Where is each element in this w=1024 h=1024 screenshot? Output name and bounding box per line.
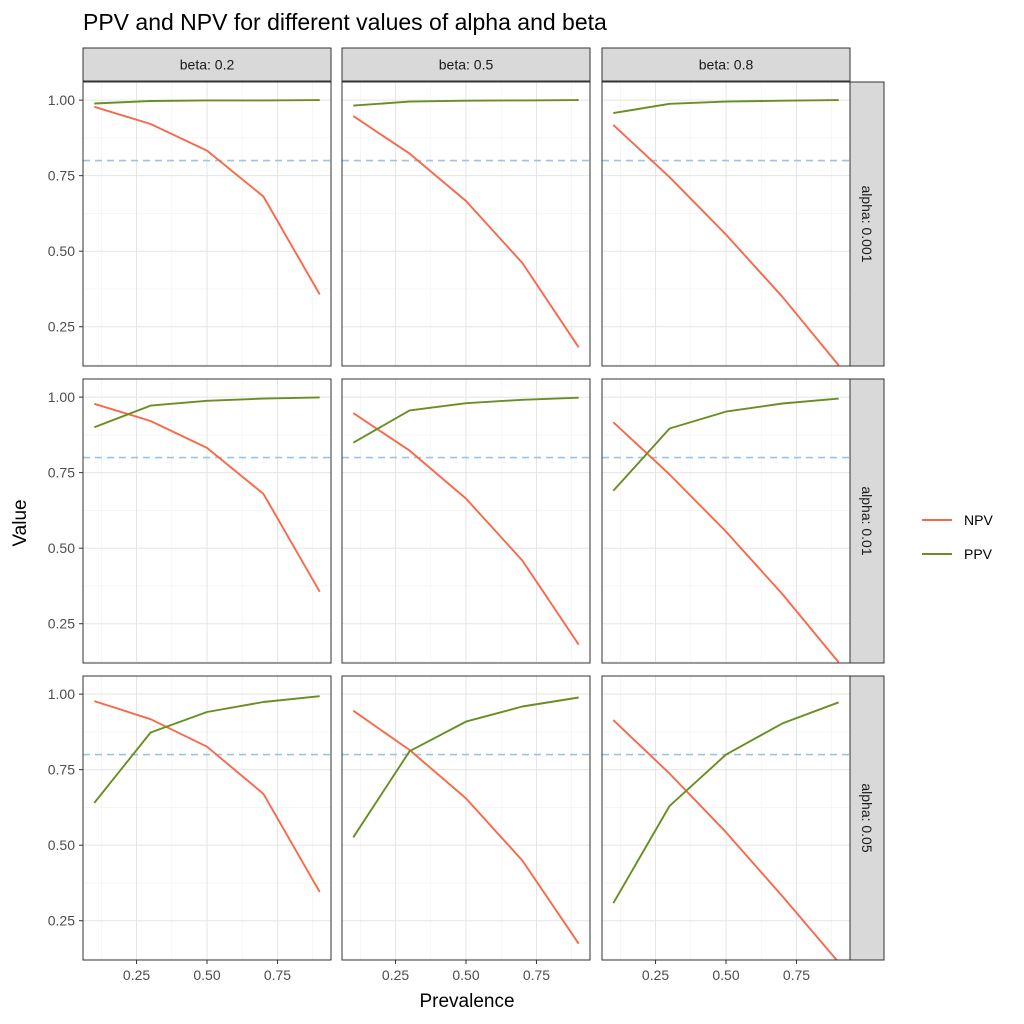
row-strip-label: alpha: 0.05 — [859, 783, 875, 852]
series-line-npv — [94, 700, 321, 893]
y-tick-label: 0.25 — [48, 616, 75, 632]
series-line-ppv — [612, 397, 839, 492]
x-axis-title: Prevalence — [419, 991, 514, 1012]
series-line-ppv — [353, 99, 579, 107]
y-tick-label: 1.00 — [48, 92, 75, 108]
series-line-ppv — [612, 701, 840, 904]
y-tick-label: 0.75 — [48, 465, 75, 481]
col-strip-label: beta: 0.2 — [180, 57, 235, 73]
series-line-ppv — [94, 99, 320, 105]
col-strip-label: beta: 0.8 — [699, 57, 754, 73]
panel-border — [82, 81, 332, 367]
x-tick-label: 0.25 — [123, 967, 150, 983]
legend-label-ppv: PPV — [964, 546, 993, 562]
legend-label-npv: NPV — [964, 512, 993, 528]
series-line-ppv — [613, 99, 839, 115]
x-tick-label: 0.25 — [642, 967, 669, 983]
series-line-ppv — [352, 696, 579, 838]
y-tick-label: 1.00 — [48, 389, 75, 405]
x-tick-label: 0.75 — [264, 967, 291, 983]
row-strip — [849, 378, 885, 664]
x-tick-label: 0.75 — [523, 967, 550, 983]
y-tick-label: 0.75 — [48, 762, 75, 778]
y-tick-label: 0.50 — [48, 243, 75, 259]
x-tick-label: 0.50 — [712, 967, 739, 983]
x-tick-label: 0.50 — [193, 967, 220, 983]
series-line-ppv — [93, 396, 320, 429]
col-strip-label: beta: 0.5 — [439, 57, 494, 73]
y-tick-label: 0.75 — [48, 168, 75, 184]
y-axis-title: Value — [10, 499, 31, 546]
series-line-npv — [612, 719, 838, 960]
y-tick-label: 0.25 — [48, 319, 75, 335]
facet-panel: 0.25 0.50 0.75 1.00 — [48, 378, 332, 664]
facet-panel: 0.25 0.50 0.75 — [601, 675, 851, 983]
facet-panels: beta: 0.2 beta: 0.5 beta: 0.8 alpha: 0.001 a… — [48, 47, 885, 983]
facet-panel: 0.25 0.50 0.75 — [341, 675, 591, 983]
facet-panel: 0.25 0.50 0.75 1.00 0.25 0.50 0.75 — [48, 675, 332, 983]
col-strip — [82, 47, 332, 82]
series-line-ppv — [352, 396, 579, 444]
y-tick-label: 0.25 — [48, 913, 75, 929]
y-tick-label: 1.00 — [48, 686, 75, 702]
facet-panel — [341, 378, 591, 664]
series-line-npv — [94, 105, 321, 295]
series-line-npv — [94, 402, 321, 593]
facet-panel: 0.25 0.50 0.75 1.00 — [48, 81, 332, 367]
panel-border — [601, 378, 851, 664]
row-strip-label: alpha: 0.01 — [859, 486, 875, 555]
panel-border — [341, 378, 591, 664]
series-line-npv — [352, 412, 580, 646]
panel-border — [341, 81, 591, 367]
row-strip — [849, 81, 885, 367]
facet-panel — [341, 81, 591, 367]
series-line-ppv — [93, 695, 320, 804]
series-line-npv — [612, 124, 840, 366]
col-strip — [341, 47, 591, 82]
panel-border — [82, 378, 332, 664]
x-tick-label: 0.25 — [382, 967, 409, 983]
y-tick-label: 0.50 — [48, 837, 75, 853]
series-line-npv — [352, 115, 580, 348]
facet-panel — [601, 378, 851, 664]
x-tick-label: 0.50 — [452, 967, 479, 983]
x-tick-label: 0.75 — [783, 967, 810, 983]
chart-title: PPV and NPV for different values of alph… — [83, 9, 607, 35]
y-tick-label: 0.50 — [48, 540, 75, 556]
series-line-npv — [612, 421, 840, 663]
legend: NPV PPV — [922, 512, 993, 562]
col-strip — [601, 47, 851, 82]
row-strip-label: alpha: 0.001 — [859, 185, 875, 262]
series-line-npv — [352, 709, 580, 945]
panel-border — [601, 81, 851, 367]
facet-panel — [601, 81, 851, 367]
